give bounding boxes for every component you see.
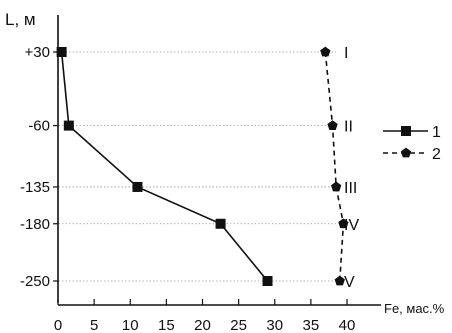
series-2-point-2: [327, 120, 338, 130]
y-axis-label: L, м: [5, 10, 36, 29]
level-label-IV: IV: [344, 217, 359, 234]
y-tick-label-30: +30: [25, 44, 50, 61]
y-tick-label--250: -250: [20, 273, 50, 290]
grid-layer: [55, 51, 336, 282]
series-2-point-3: [331, 181, 342, 192]
x-tick-label-15: 15: [158, 317, 175, 333]
x-tick-label-40: 40: [339, 317, 356, 333]
series-2-point-1: [320, 46, 331, 57]
series-2-line: [324, 51, 345, 282]
level-label-III: III: [344, 180, 357, 197]
series-1-point-5: [262, 276, 273, 286]
x-tick-label-0: 0: [54, 317, 62, 333]
legend-label-2: 2: [432, 146, 441, 163]
axes-layer: [53, 15, 381, 306]
x-tick-label-30: 30: [266, 317, 283, 333]
x-tick-label-25: 25: [230, 317, 247, 333]
series-1-point-1: [56, 47, 67, 57]
x-tick-label-5: 5: [90, 317, 98, 333]
legend-layer: 12: [383, 124, 441, 163]
series-1-point-4: [215, 218, 226, 229]
series-2-point-4: [338, 218, 349, 229]
series-2-point-5: [334, 275, 345, 286]
level-label-II: II: [344, 119, 353, 136]
x-tick-label-10: 10: [122, 317, 139, 333]
series-1-point-3: [132, 181, 143, 192]
x-tick-label-20: 20: [194, 317, 211, 333]
legend-marker-1: [401, 126, 411, 136]
legend-marker-2: [400, 147, 412, 158]
x-tick-label-35: 35: [303, 317, 320, 333]
y-tick-label--180: -180: [20, 216, 50, 233]
series-1-line: [60, 51, 269, 282]
series-layer: [56, 46, 349, 286]
y-tick-label--60: -60: [28, 118, 50, 135]
level-label-V: V: [344, 274, 355, 291]
y-tick-label--135: -135: [20, 179, 50, 196]
legend-label-1: 1: [432, 124, 441, 141]
series-1-point-2: [63, 120, 74, 131]
x-axis-label: Fe, мас.%: [384, 301, 445, 316]
level-label-I: I: [344, 45, 348, 62]
